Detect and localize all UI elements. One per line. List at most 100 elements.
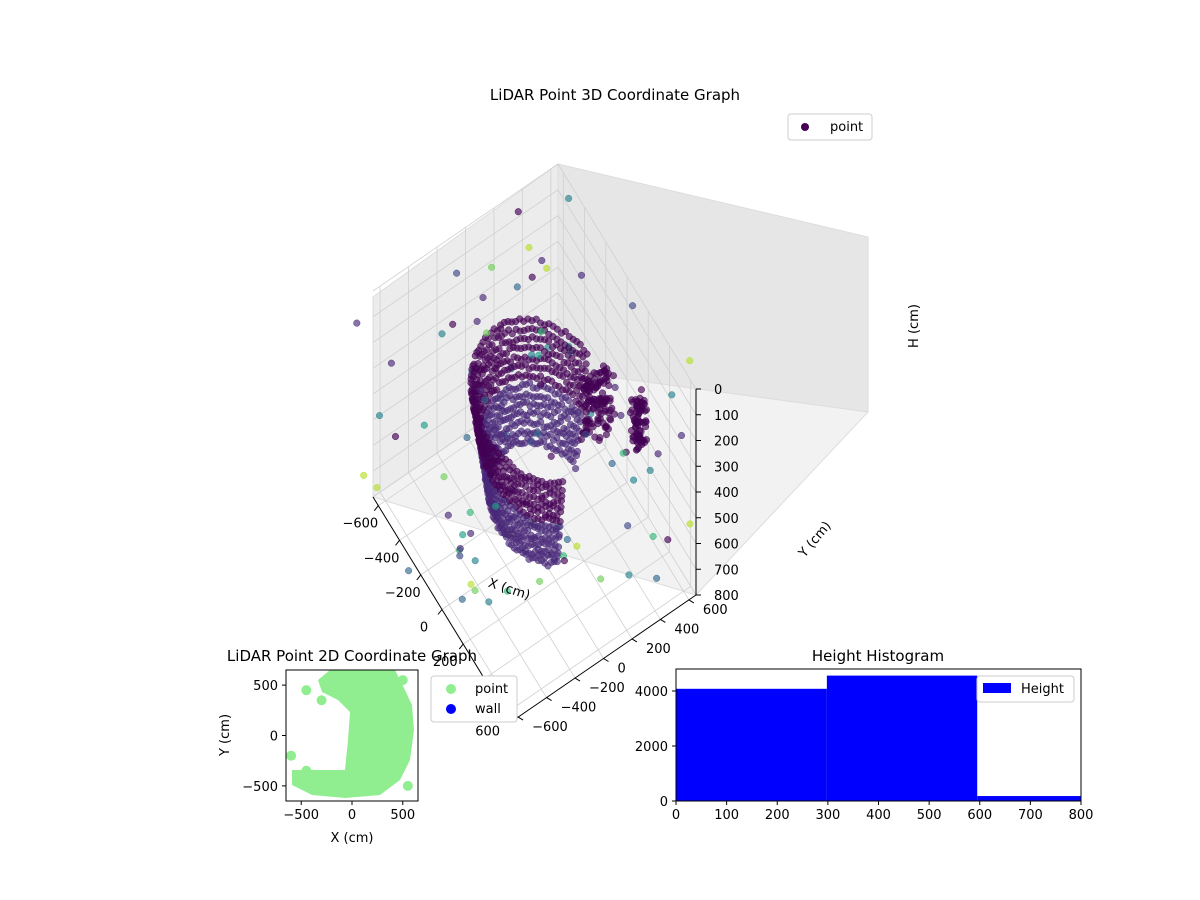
chart-3d-point	[664, 536, 672, 544]
chart-3d-point	[654, 450, 662, 458]
chart-2d-point	[397, 675, 408, 686]
chart-3d-points	[353, 194, 694, 606]
histogram-bar	[676, 688, 827, 801]
chart-3d-point	[405, 567, 413, 575]
chart-2d-point	[357, 670, 368, 681]
chart-3d-xtick-label: −600	[342, 517, 378, 532]
chart-2d-xtick-label: −500	[283, 808, 319, 823]
chart-3d-point	[469, 398, 477, 406]
histogram-xtick-label: 600	[967, 808, 992, 823]
chart-3d-point	[467, 580, 475, 588]
chart-3d-ylabel: Y (cm)	[795, 519, 834, 562]
chart-3d-point	[565, 194, 573, 202]
chart-3d-point	[599, 362, 608, 370]
chart-3d-point	[686, 357, 694, 365]
chart-3d-point	[602, 431, 610, 439]
chart-3d-ztick-label: 500	[714, 512, 739, 527]
chart-3d-point	[481, 396, 489, 404]
chart-3d-point	[471, 586, 479, 595]
chart-2d-point	[301, 765, 312, 776]
chart-3d-axes: −600−600−400−400−200−2000020020040040060…	[342, 383, 738, 739]
chart-3d-point	[467, 529, 475, 537]
chart-2d-point	[387, 755, 398, 766]
chart-3d-point	[577, 435, 585, 443]
chart-3d-point	[632, 418, 640, 427]
chart-3d-point	[543, 264, 551, 272]
histogram-xtick-label: 100	[714, 808, 739, 823]
chart-3d-point	[488, 263, 496, 271]
chart-3d-point	[536, 577, 544, 585]
chart-3d-zlabel: H (cm)	[907, 304, 922, 348]
chart-3d-point	[538, 256, 546, 265]
chart-3d-point	[580, 386, 588, 394]
chart-3d-point	[473, 317, 481, 325]
chart-3d-ytick-label: −600	[532, 720, 568, 735]
histogram-xtick-label: 800	[1069, 808, 1094, 823]
chart-2d-legend-wall-label: wall	[475, 702, 501, 717]
chart-2d-legend: point wall	[430, 675, 518, 723]
chart-3d-point	[491, 464, 499, 472]
chart-3d-point	[637, 386, 645, 394]
chart-3d-xlabel: X (cm)	[486, 576, 532, 604]
chart-3d-point	[471, 352, 479, 360]
chart-3d-point	[677, 431, 686, 440]
chart-3d-point	[477, 423, 486, 431]
chart-3d-point	[629, 398, 637, 406]
chart-3d-ytick-label: −200	[589, 681, 625, 696]
chart-3d-point	[496, 437, 504, 445]
chart-3d-point	[456, 552, 464, 560]
chart-3d-point	[458, 595, 466, 603]
chart-3d-point	[495, 379, 504, 387]
chart-2d-title: LiDAR Point 2D Coordinate Graph	[227, 647, 477, 665]
chart-3d-point	[577, 399, 585, 407]
chart-3d-point	[582, 360, 590, 368]
chart-3d-point	[360, 471, 368, 479]
chart-3d-point	[513, 283, 521, 291]
chart-3d-point	[564, 351, 572, 359]
chart-2d-points	[286, 670, 414, 798]
chart-3d-point	[535, 351, 543, 359]
chart-3d-point	[492, 364, 500, 372]
chart-3d-point	[649, 532, 657, 540]
chart-3d-title: LiDAR Point 3D Coordinate Graph	[490, 86, 740, 104]
chart-3d-ytick-label: 600	[703, 603, 728, 618]
chart-2d-legend-point-marker	[446, 684, 456, 694]
chart-3d-point	[497, 321, 505, 329]
chart-3d-point	[444, 511, 452, 519]
chart-3d-xtick-label: −400	[364, 551, 400, 566]
chart-3d-point	[630, 476, 638, 484]
chart-3d-point	[608, 404, 616, 412]
chart-3d-point	[567, 420, 575, 429]
histogram-title: Height Histogram	[812, 647, 944, 665]
histogram-ytick-label: 0	[660, 795, 668, 810]
histogram-xtick-label: 500	[917, 808, 942, 823]
chart-3d-ytick-label: −400	[561, 701, 597, 716]
chart-3d-point	[624, 522, 632, 530]
chart-3d-point	[668, 391, 676, 399]
chart-2d-xlabel: X (cm)	[331, 831, 374, 846]
chart-3d-point	[528, 351, 536, 359]
chart-3d-point	[529, 384, 537, 392]
chart-3d-point	[617, 411, 625, 419]
chart-3d-point	[514, 208, 522, 216]
chart-3d-point	[626, 409, 635, 417]
chart-3d-point	[391, 432, 400, 441]
chart-3d-ztick-label: 100	[714, 409, 739, 424]
chart-3d-point	[485, 598, 493, 606]
chart-3d-point	[527, 438, 535, 446]
chart-3d-xtick-label: 600	[475, 724, 500, 739]
chart-3d-point	[594, 420, 602, 428]
chart-3d-point	[563, 378, 571, 386]
chart-3d-point	[468, 365, 476, 373]
chart-3d-ytick-label: 0	[618, 662, 626, 677]
chart-2d-xtick-label: 500	[390, 808, 415, 823]
chart-2d-point	[316, 695, 327, 706]
chart-3d-point	[503, 473, 511, 481]
chart-2d-point	[392, 720, 403, 731]
chart-3d-point	[472, 409, 480, 417]
chart-3d-point	[528, 273, 536, 281]
chart-3d-point	[582, 419, 590, 428]
chart-3d-ztick-label: 700	[714, 563, 739, 578]
chart-3d-point	[534, 430, 542, 438]
